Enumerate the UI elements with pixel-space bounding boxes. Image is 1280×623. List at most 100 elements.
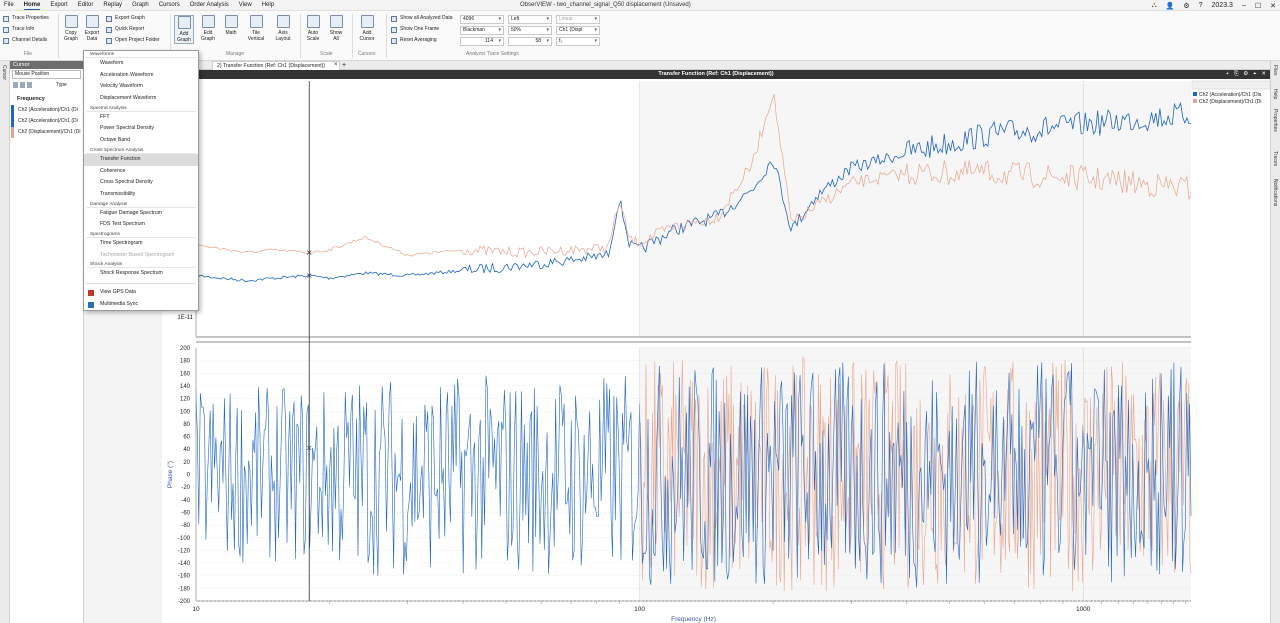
- reset-averaging-button[interactable]: Reset Averaging: [391, 37, 437, 44]
- close-icon[interactable]: ✕: [1270, 2, 1276, 10]
- menu-item-displacement-waveform[interactable]: Displacement Waveform: [100, 95, 157, 102]
- add-tab-button[interactable]: +: [342, 62, 347, 69]
- cursor-marker: [307, 445, 312, 451]
- cursor-trace-row[interactable]: Ch2 (Acceleration)/Ch1 (Di: [10, 105, 83, 116]
- unit-select[interactable]: f₀: [556, 37, 600, 46]
- averages-input[interactable]: 58: [508, 37, 552, 46]
- phase-tick-label: 140: [180, 384, 191, 390]
- math-button[interactable]: Math: [222, 15, 240, 36]
- gear-icon[interactable]: ⚙: [1183, 2, 1190, 10]
- quick-report-button[interactable]: Quick Report: [106, 26, 144, 33]
- menu-view[interactable]: View: [238, 2, 252, 8]
- menu-order-analysis[interactable]: Order Analysis: [189, 2, 229, 8]
- share-icon[interactable]: ⛬: [1151, 1, 1157, 9]
- reference-channel-select[interactable]: Ch1 (Displ: [556, 26, 600, 35]
- right-strip-properties[interactable]: Properties: [1272, 109, 1278, 133]
- right-strip-files[interactable]: Files: [1272, 65, 1278, 76]
- menu-help[interactable]: Help: [261, 2, 275, 8]
- copy-icon[interactable]: ⎘: [1233, 71, 1239, 77]
- alignment-select[interactable]: Left: [508, 15, 552, 24]
- menu-replay[interactable]: Replay: [103, 2, 123, 8]
- left-strip[interactable]: Cursor: [0, 61, 10, 623]
- settings-icon[interactable]: ⚙: [1243, 71, 1249, 77]
- math-icon: [224, 15, 238, 28]
- menu-file[interactable]: File: [4, 2, 14, 8]
- overlap-percent-select[interactable]: 50%: [508, 26, 552, 35]
- menu-item-octave-band[interactable]: Octave Band: [100, 137, 130, 144]
- menu-cursors[interactable]: Cursors: [158, 2, 180, 8]
- menu-item-shock-response-spectrum[interactable]: Shock Response Spectrum: [100, 270, 163, 277]
- help-icon[interactable]: ?: [1198, 2, 1203, 9]
- phase-tick-label: -120: [178, 548, 191, 554]
- open-project-folder-button[interactable]: Open Project Folder: [106, 37, 160, 44]
- cursor-trace-row[interactable]: Ch2 (Acceleration)/Ch1 (Di: [10, 116, 83, 127]
- copy-graph-button[interactable]: Copy Graph: [62, 15, 80, 42]
- cursor-tool-icon[interactable]: [20, 82, 25, 88]
- menu-item-acceleration-waveform[interactable]: Acceleration Waveform: [100, 71, 154, 78]
- menu-item-transfer-function[interactable]: Transfer Function: [84, 153, 198, 166]
- fft-size-select[interactable]: 4096: [460, 15, 504, 24]
- cursor-tool-icon[interactable]: [13, 82, 18, 88]
- right-strip-help[interactable]: Help: [1272, 89, 1278, 100]
- trace-color-swatch: [11, 127, 14, 138]
- user-icon[interactable]: 👤: [1165, 2, 1175, 10]
- menu-item-fds-test-spectrum[interactable]: FDS Test Spectrum: [100, 221, 145, 228]
- trace-properties-icon: [3, 15, 9, 22]
- phase-tick-label: 160: [180, 371, 191, 377]
- menu-item-transmissibility[interactable]: Transmissibility: [100, 190, 136, 197]
- trace-properties-button[interactable]: Trace Properties: [3, 15, 49, 22]
- menu-item-waveform[interactable]: Waveform: [100, 60, 124, 66]
- tab-close-icon[interactable]: ×: [334, 62, 338, 68]
- minimize-icon[interactable]: –: [1241, 2, 1246, 9]
- export-data-button[interactable]: Export Data: [82, 15, 102, 42]
- phase-tick-label: -140: [178, 561, 191, 567]
- maximize-icon[interactable]: ☐: [1254, 2, 1262, 10]
- menu-item-fatigue-damage-spectrum[interactable]: Fatigue Damage Spectrum: [100, 209, 162, 216]
- menu-export[interactable]: Export: [50, 2, 68, 8]
- trace-info-button[interactable]: Trace Info: [3, 26, 34, 33]
- magnifier-icon: [329, 15, 343, 28]
- window-function-select[interactable]: Blackman: [460, 26, 504, 35]
- tab-transfer-function[interactable]: 2) Transfer Function (Ref: Ch1 (Displace…: [212, 61, 340, 70]
- menu-home[interactable]: Home: [23, 2, 41, 10]
- menu-item-fft[interactable]: FFT: [100, 113, 110, 120]
- menu-item-coherence[interactable]: Coherence: [100, 167, 126, 174]
- channel-details-button[interactable]: Channel Details: [3, 37, 47, 44]
- menu-graph[interactable]: Graph: [132, 2, 149, 8]
- pin-icon[interactable]: ⌖: [1253, 71, 1257, 77]
- show-all-analyzed-button[interactable]: Show all Analyzed Data: [391, 15, 453, 22]
- tile-vertical-button[interactable]: Tile Vertical: [245, 15, 267, 42]
- cursor-rows: Ch2 (Acceleration)/Ch1 (Di Ch2 (Accelerat…: [10, 105, 83, 138]
- phase-tick-label: -80: [181, 523, 190, 529]
- menu-item-power-spectral-density[interactable]: Power Spectral Density: [100, 125, 154, 132]
- axis-layout-button[interactable]: Axis Layout: [272, 15, 294, 42]
- trace-properties-label: Trace Properties: [12, 15, 49, 21]
- close-graph-icon[interactable]: ✕: [1261, 71, 1266, 77]
- scale-select[interactable]: Linear: [556, 15, 600, 24]
- scale-group-label: Scale: [320, 51, 333, 57]
- overlap-samples-input[interactable]: 114: [460, 37, 504, 46]
- cursor-tool-icon[interactable]: [27, 82, 32, 88]
- edit-graph-button[interactable]: Edit Graph: [199, 15, 217, 42]
- menu-item-view-gps-data[interactable]: View GPS Data: [84, 287, 198, 299]
- frequency-header: Frequency: [17, 96, 45, 102]
- add-graph-button[interactable]: Add Graph: [174, 15, 194, 44]
- right-strip-notifications[interactable]: Notifications: [1272, 179, 1278, 207]
- add-cursor-button[interactable]: Add Cursor: [356, 15, 378, 42]
- cursor-mode-select[interactable]: Mouse Position: [12, 70, 81, 79]
- menu-item-multimedia-sync[interactable]: Multimedia Sync: [84, 299, 198, 311]
- magnitude-trace-displacement: [195, 94, 1192, 259]
- show-one-frame-button[interactable]: Show One Frame: [391, 26, 439, 33]
- menu-item-cross-spectral-density[interactable]: Cross Spectral Density: [100, 179, 153, 186]
- menu-item-time-spectrogram[interactable]: Time Spectrogram: [100, 239, 143, 246]
- menu-editor[interactable]: Editor: [77, 2, 94, 8]
- menu-section-header: Waveforms: [86, 51, 196, 58]
- menu-item-velocity-waveform[interactable]: Velocity Waveform: [100, 83, 143, 90]
- add-icon[interactable]: +: [1225, 71, 1229, 77]
- cursor-trace-row[interactable]: Ch2 (Displacement)/Ch1 (Di: [10, 127, 83, 138]
- export-graph-button[interactable]: Export Graph: [106, 15, 145, 22]
- right-strip-traces[interactable]: Traces: [1272, 151, 1278, 167]
- auto-scale-button[interactable]: Auto Scale: [304, 15, 322, 42]
- show-all-button[interactable]: Show All: [327, 15, 345, 42]
